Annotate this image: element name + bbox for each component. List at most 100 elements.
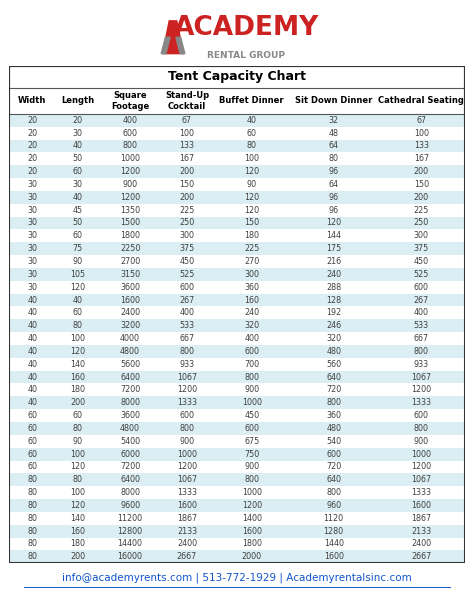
Text: 30: 30 [73,129,83,138]
Text: 700: 700 [244,360,259,369]
Text: 14400: 14400 [118,539,143,548]
Text: 160: 160 [244,296,259,305]
Text: 3150: 3150 [120,270,140,279]
Text: 1867: 1867 [177,514,197,523]
Text: 175: 175 [326,244,341,253]
Text: 60: 60 [27,449,37,458]
Text: 120: 120 [70,501,85,510]
Text: 640: 640 [326,475,341,485]
FancyBboxPatch shape [9,255,465,268]
Text: 96: 96 [328,193,339,202]
Text: 30: 30 [27,270,37,279]
Text: 1200: 1200 [242,501,262,510]
Text: 30: 30 [27,180,37,189]
Text: 90: 90 [73,257,83,266]
FancyBboxPatch shape [9,422,465,435]
Text: 20: 20 [27,167,37,176]
Text: 933: 933 [179,360,194,369]
Text: 1200: 1200 [177,462,197,471]
Text: 600: 600 [244,424,259,433]
Text: 600: 600 [123,129,137,138]
Text: 1200: 1200 [120,167,140,176]
Text: 2667: 2667 [411,552,431,561]
Text: 1067: 1067 [411,475,431,485]
Text: 320: 320 [244,321,259,330]
Text: 250: 250 [179,219,194,228]
Text: 1800: 1800 [242,539,262,548]
Text: 900: 900 [414,437,429,446]
Text: 150: 150 [179,180,194,189]
Text: 3600: 3600 [120,283,140,291]
Text: 450: 450 [244,411,259,420]
Text: RENTAL GROUP: RENTAL GROUP [208,51,285,60]
Text: 2400: 2400 [177,539,197,548]
Text: 20: 20 [27,154,37,163]
FancyBboxPatch shape [9,229,465,242]
Text: 120: 120 [244,167,259,176]
Text: 200: 200 [414,167,429,176]
Text: 1333: 1333 [177,398,197,407]
Text: 64: 64 [328,141,339,150]
Text: 600: 600 [244,347,259,356]
FancyBboxPatch shape [9,281,465,294]
Text: 600: 600 [180,283,194,291]
Text: 1867: 1867 [411,514,431,523]
Text: 32: 32 [328,116,339,125]
Text: 80: 80 [73,424,83,433]
Text: 45: 45 [73,206,83,215]
Text: 100: 100 [70,449,85,458]
Text: 40: 40 [27,296,37,305]
Text: 90: 90 [73,437,83,446]
Text: 1333: 1333 [411,488,431,497]
Text: 800: 800 [180,347,194,356]
Text: 60: 60 [73,231,83,240]
Text: 4800: 4800 [120,347,140,356]
Text: Square
Footage: Square Footage [111,91,149,111]
Text: 533: 533 [414,321,429,330]
Text: 1067: 1067 [411,372,431,381]
Text: 5400: 5400 [120,437,140,446]
FancyBboxPatch shape [9,66,465,563]
FancyBboxPatch shape [9,550,465,563]
Text: 60: 60 [27,462,37,471]
Text: 12800: 12800 [118,527,143,536]
Text: 480: 480 [326,347,341,356]
Text: 1600: 1600 [242,527,262,536]
Text: 192: 192 [326,308,341,317]
Text: Cathedral Seating: Cathedral Seating [378,97,464,105]
Text: 30: 30 [73,180,83,189]
Text: 140: 140 [70,514,85,523]
Text: 100: 100 [414,129,429,138]
Text: 1000: 1000 [411,449,431,458]
Text: 1800: 1800 [120,231,140,240]
Text: 2400: 2400 [411,539,431,548]
Text: 240: 240 [244,308,259,317]
Text: 180: 180 [70,539,85,548]
FancyBboxPatch shape [9,448,465,461]
Text: 60: 60 [247,129,257,138]
Text: 64: 64 [328,180,339,189]
Text: 1600: 1600 [177,501,197,510]
Text: 20: 20 [27,129,37,138]
FancyBboxPatch shape [9,332,465,345]
Text: 3600: 3600 [120,411,140,420]
FancyBboxPatch shape [9,499,465,512]
FancyBboxPatch shape [9,294,465,306]
Text: 225: 225 [414,206,429,215]
Text: 246: 246 [326,321,341,330]
Text: 600: 600 [414,411,429,420]
Text: 11200: 11200 [118,514,143,523]
Polygon shape [176,37,185,54]
Text: 250: 250 [414,219,429,228]
Text: 5600: 5600 [120,360,140,369]
FancyBboxPatch shape [9,306,465,319]
Text: 1350: 1350 [120,206,140,215]
Text: 900: 900 [179,437,194,446]
Text: 560: 560 [326,360,341,369]
Text: 1600: 1600 [120,296,140,305]
FancyBboxPatch shape [9,178,465,191]
FancyBboxPatch shape [9,127,465,139]
FancyBboxPatch shape [9,191,465,204]
Text: 133: 133 [180,141,194,150]
Text: 160: 160 [70,372,85,381]
